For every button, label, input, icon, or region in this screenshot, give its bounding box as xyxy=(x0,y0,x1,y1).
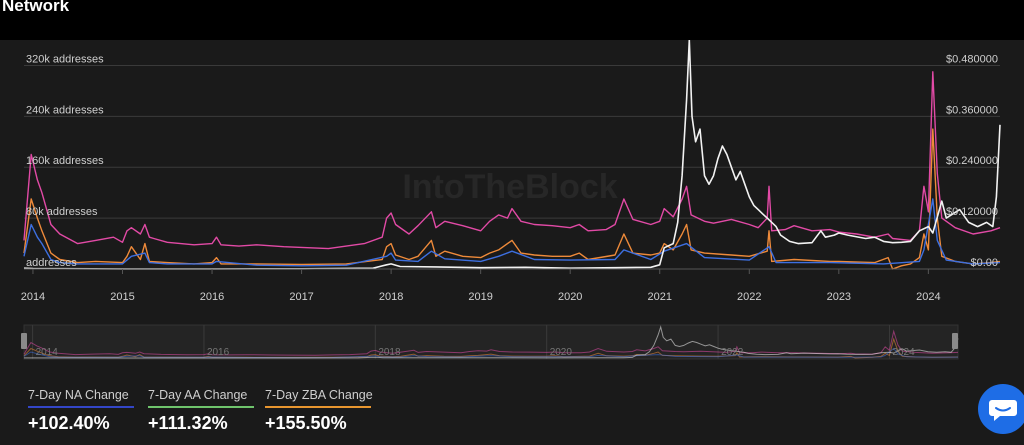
y-axis-left: addresses 80k addresses 160k addresses 240k… xyxy=(26,53,104,269)
chat-button[interactable] xyxy=(978,384,1024,434)
y-left-tick-label: 80k addresses xyxy=(26,206,98,218)
navigator-tick-label: 2018 xyxy=(378,347,401,358)
kpi-aa-label: 7-Day AA Change xyxy=(148,388,248,402)
navigator-line-price xyxy=(24,325,959,359)
x-tick-label: 2020 xyxy=(558,291,582,303)
kpi-aa: 7-Day AA Change +111.32% xyxy=(148,388,260,434)
series-line-na xyxy=(23,198,1001,267)
kpi-zba-bar xyxy=(265,406,371,408)
navigator-line-na xyxy=(23,347,959,359)
kpi-na-bar xyxy=(28,406,134,408)
y-left-tick-label: addresses xyxy=(26,257,77,269)
navigator-tick-label: 2022 xyxy=(721,347,744,358)
x-tick-label: 2022 xyxy=(737,291,761,303)
navigator-left-handle[interactable] xyxy=(21,333,27,349)
kpi-zba: 7-Day ZBA Change +155.50% xyxy=(265,388,377,434)
kpi-row: 7-Day NA Change +102.40% 7-Day AA Change… xyxy=(28,388,448,445)
chart-series xyxy=(23,40,1001,270)
x-axis: 2014 2015 2016 2017 2018 2019 2020 2021 2022 2023… xyxy=(21,268,1000,303)
y-right-tick-label: $0.120000 xyxy=(946,206,998,218)
kpi-zba-value: +155.50% xyxy=(265,413,347,433)
series-line-aa xyxy=(23,71,1001,250)
network-chart[interactable]: IntoTheBlock addresses 80k addresses 160k … xyxy=(0,40,1024,380)
navigator-tick-label: 2024 xyxy=(892,347,915,358)
y-right-tick-label: $0.360000 xyxy=(946,104,998,116)
navigator-tick-label: 2014 xyxy=(36,347,59,358)
navigator-series xyxy=(23,325,959,359)
kpi-na: 7-Day NA Change +102.40% xyxy=(28,388,140,434)
kpi-na-label: 7-Day NA Change xyxy=(28,388,129,402)
navigator-tick-label: 2016 xyxy=(207,347,230,358)
y-left-tick-label: 240k addresses xyxy=(26,104,104,116)
y-left-tick-label: 320k addresses xyxy=(26,53,104,65)
navigator-labels: 2014 2016 2018 2020 2022 2024 xyxy=(36,347,916,358)
y-axis-right: $0.00 $0.120000 $0.240000 $0.360000 $0.48000… xyxy=(946,53,998,269)
navigator-right-handle[interactable] xyxy=(952,333,958,349)
navigator-tick-label: 2020 xyxy=(550,347,573,358)
x-tick-label: 2019 xyxy=(468,291,492,303)
y-left-tick-label: 160k addresses xyxy=(26,155,104,167)
x-tick-label: 2017 xyxy=(289,291,313,303)
x-tick-label: 2015 xyxy=(110,291,134,303)
kpi-zba-label: 7-Day ZBA Change xyxy=(265,388,373,402)
x-tick-label: 2023 xyxy=(827,291,851,303)
kpi-aa-bar xyxy=(148,406,254,408)
chat-bubble-icon xyxy=(989,400,1017,421)
y-right-tick-label: $0.480000 xyxy=(946,53,998,65)
x-tick-label: 2016 xyxy=(200,291,224,303)
series-line-price xyxy=(23,40,1001,270)
page-title: Network xyxy=(2,0,70,15)
x-tick-label: 2024 xyxy=(916,291,940,303)
x-tick-label: 2014 xyxy=(21,291,45,303)
y-right-tick-label: $0.00 xyxy=(970,257,998,269)
header-bar: Network xyxy=(0,0,1024,40)
kpi-na-value: +102.40% xyxy=(28,413,110,433)
y-right-tick-label: $0.240000 xyxy=(946,155,998,167)
kpi-aa-value: +111.32% xyxy=(148,413,228,433)
x-tick-label: 2021 xyxy=(648,291,672,303)
watermark-text: IntoTheBlock xyxy=(402,168,617,206)
range-navigator[interactable]: 2014 2016 2018 2020 2022 2024 xyxy=(21,324,959,360)
x-tick-label: 2018 xyxy=(379,291,403,303)
